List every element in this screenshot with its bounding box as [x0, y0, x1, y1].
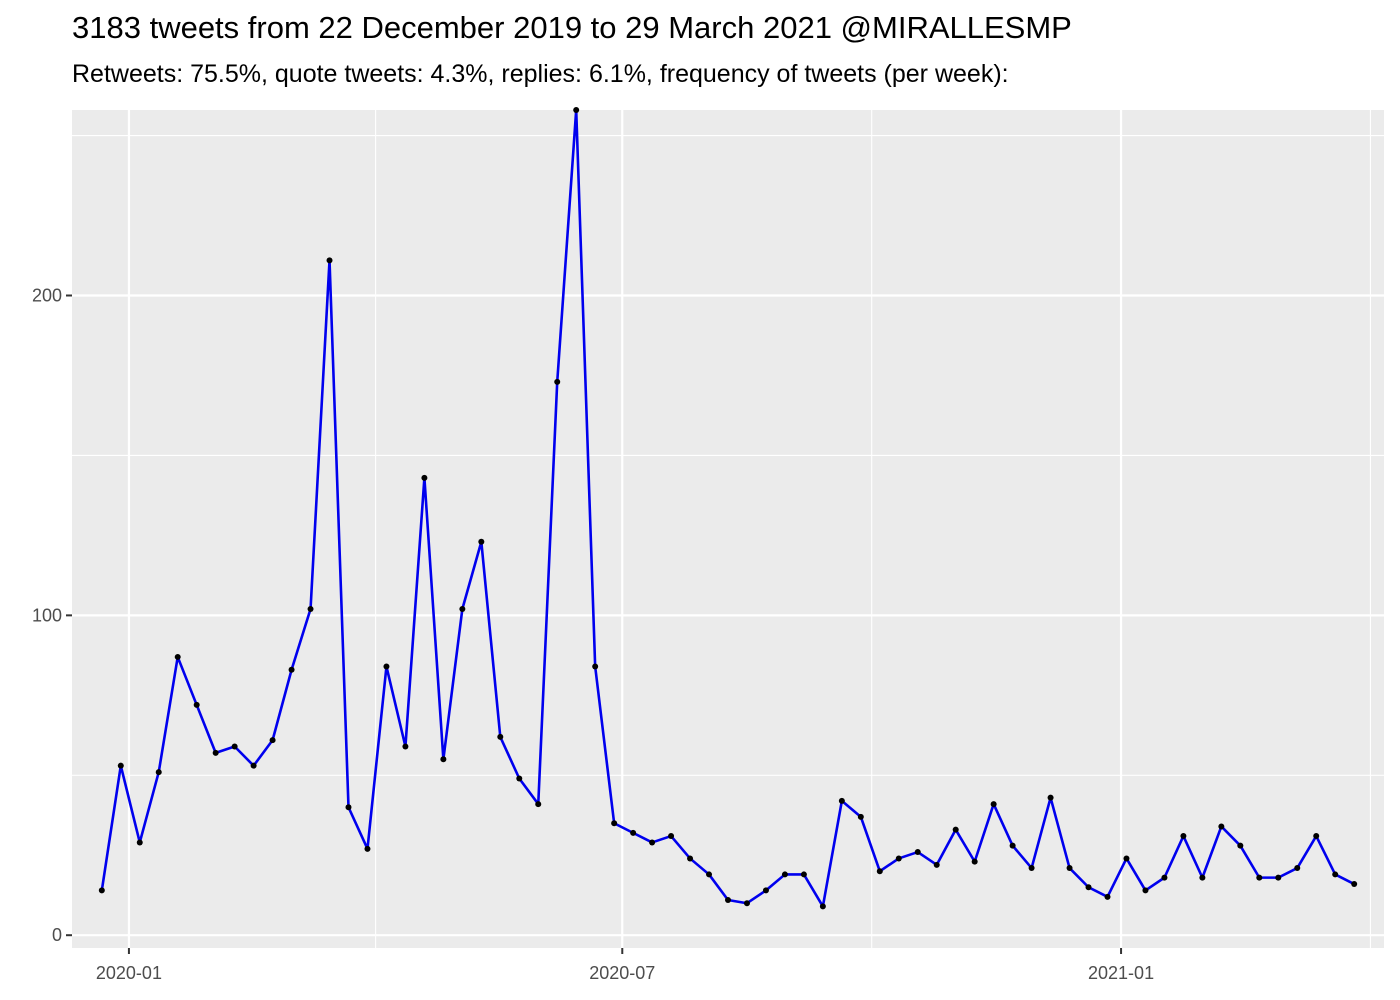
- data-point: [345, 804, 352, 811]
- x-tick-label: 2021-01: [1088, 963, 1154, 983]
- x-tick-label: 2020-07: [589, 963, 655, 983]
- data-point: [1009, 842, 1016, 849]
- data-point: [250, 762, 257, 769]
- data-point: [1104, 893, 1111, 900]
- x-tick-label: 2020-01: [96, 963, 162, 983]
- data-point: [174, 653, 181, 660]
- data-point: [990, 801, 997, 808]
- y-tick-label: 200: [32, 286, 62, 306]
- data-point: [933, 861, 940, 868]
- data-point: [1142, 887, 1149, 894]
- data-point: [706, 871, 713, 878]
- data-point: [1085, 884, 1092, 891]
- data-point: [819, 903, 826, 910]
- data-point: [212, 749, 219, 756]
- data-point: [307, 605, 314, 612]
- data-point: [914, 849, 921, 856]
- y-tick-label: 100: [32, 605, 62, 625]
- data-point: [231, 743, 238, 750]
- data-point: [288, 666, 295, 673]
- data-point: [98, 887, 105, 894]
- axes: 2020-01 2020-07 2021-01 0 100 200: [32, 286, 1154, 983]
- data-point: [838, 797, 845, 804]
- data-point: [497, 733, 504, 740]
- data-point: [440, 756, 447, 763]
- data-point: [155, 769, 162, 776]
- data-point: [421, 474, 428, 481]
- data-point: [1123, 855, 1130, 862]
- data-point: [876, 868, 883, 875]
- data-point: [573, 107, 580, 113]
- data-point: [1199, 874, 1206, 881]
- data-point: [592, 663, 599, 670]
- data-point: [383, 663, 390, 670]
- data-point: [326, 257, 333, 264]
- data-point: [1256, 874, 1263, 881]
- chart-title: 3183 tweets from 22 December 2019 to 29 …: [72, 10, 1072, 45]
- data-point: [1218, 823, 1225, 830]
- data-point: [1066, 865, 1073, 872]
- data-point: [971, 858, 978, 865]
- data-point: [1294, 865, 1301, 872]
- data-point: [459, 605, 466, 612]
- data-point: [554, 378, 561, 385]
- data-point: [952, 826, 959, 833]
- data-point: [1028, 865, 1035, 872]
- data-point: [630, 829, 637, 836]
- data-point: [857, 813, 864, 820]
- points-layer: [98, 107, 1358, 910]
- data-point: [1275, 874, 1282, 881]
- data-point: [1332, 871, 1339, 878]
- data-point: [725, 897, 731, 904]
- data-point: [668, 833, 675, 840]
- data-point: [117, 762, 124, 769]
- data-point: [535, 801, 542, 808]
- data-point: [402, 743, 409, 750]
- data-point: [193, 701, 200, 708]
- minor-gridlines: [72, 110, 1384, 948]
- data-point: [800, 871, 807, 878]
- data-point: [1237, 842, 1244, 849]
- data-point: [1313, 833, 1320, 840]
- data-point: [364, 845, 371, 852]
- data-point: [781, 871, 788, 878]
- data-point: [1180, 833, 1187, 840]
- data-point: [1047, 794, 1054, 801]
- chart-subtitle: Retweets: 75.5%, quote tweets: 4.3%, rep…: [72, 60, 1009, 88]
- y-tick-label: 0: [52, 925, 62, 945]
- plot-panel: [72, 110, 1384, 948]
- data-point: [895, 855, 902, 862]
- data-point: [611, 820, 618, 827]
- data-point: [743, 900, 750, 907]
- data-point: [269, 737, 276, 744]
- data-point: [1161, 874, 1168, 881]
- data-point: [478, 538, 485, 545]
- data-point: [136, 839, 143, 846]
- data-point: [516, 775, 523, 782]
- data-point: [649, 839, 656, 846]
- major-gridlines: [72, 110, 1384, 948]
- data-point: [1351, 881, 1358, 888]
- data-point: [687, 855, 694, 862]
- data-point: [762, 887, 769, 894]
